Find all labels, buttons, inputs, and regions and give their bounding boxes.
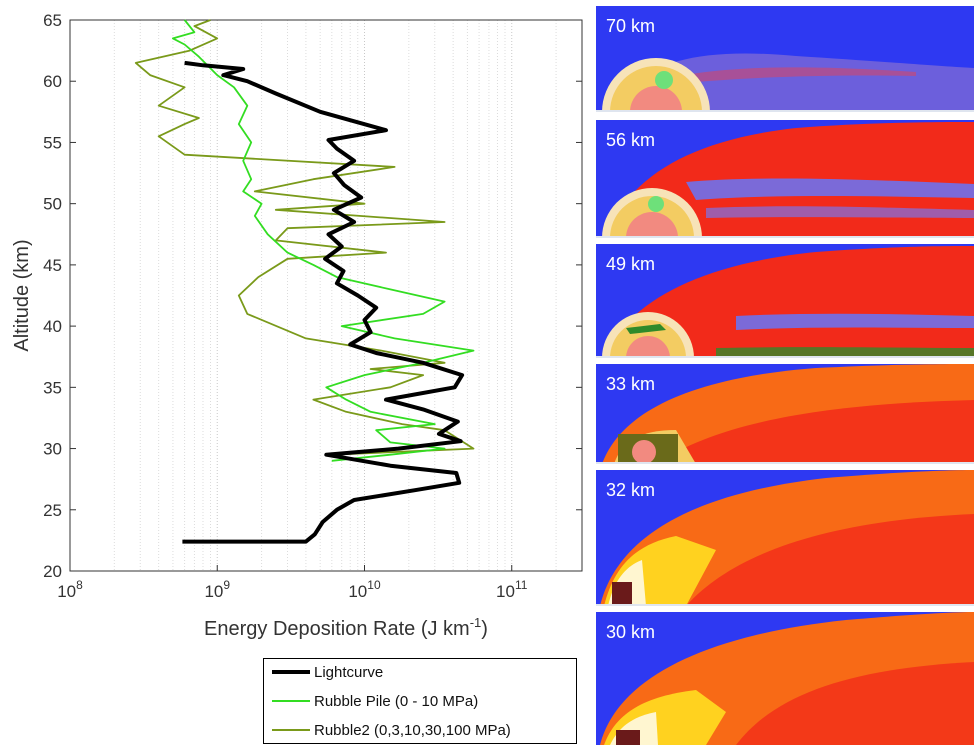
- y-tick-label: 20: [43, 562, 62, 581]
- y-axis-label: Altitude (km): [11, 239, 33, 351]
- x-tick-label: 1010: [348, 578, 381, 601]
- simulation-panel-33km: 33 km: [596, 364, 974, 464]
- energy-deposition-chart: 20 25 30 35 40 45 50 55 60 65 108 109 1010 1011 Energy…: [11, 11, 583, 640]
- simulation-panel-70km: 70 km: [596, 6, 974, 112]
- series-line-0: [182, 60, 465, 544]
- series-line-1: [171, 19, 475, 462]
- x-tick-label: 109: [204, 578, 230, 601]
- x-axis-label: Energy Deposition Rate (J km-1): [204, 615, 488, 640]
- legend-label-rubble-pile: Rubble Pile (0 - 10 MPa): [314, 692, 479, 710]
- simulation-panels: 70 km 56 km 49 km: [596, 0, 974, 745]
- simulation-panel-56km: 56 km: [596, 120, 974, 238]
- legend-swatch-rubble2: [272, 729, 310, 731]
- y-tick-label: 45: [43, 256, 62, 275]
- simulation-image-30km: [596, 612, 974, 745]
- y-tick-label: 55: [43, 133, 62, 152]
- legend-swatch-rubble-pile: [272, 700, 310, 702]
- legend-label-lightcurve: Lightcurve: [314, 663, 384, 681]
- simulation-panel-32km: 32 km: [596, 470, 974, 606]
- y-tick-label: 25: [43, 501, 62, 520]
- simulation-image-56km: [596, 120, 974, 238]
- legend-item-lightcurve: Lightcurve: [272, 661, 383, 683]
- simulation-panel-49km: 49 km: [596, 244, 974, 358]
- simulation-image-49km: [596, 244, 974, 358]
- y-tick-label: 65: [43, 11, 62, 30]
- panel-label: 49 km: [606, 254, 656, 274]
- y-tick-label: 60: [43, 72, 62, 91]
- y-tick-label: 35: [43, 378, 62, 397]
- legend-item-rubble2: Rubble2 (0,3,10,30,100 MPa): [272, 719, 511, 741]
- plot-frame: [69, 19, 583, 572]
- y-tick-label: 50: [43, 195, 62, 214]
- legend-item-rubble-pile: Rubble Pile (0 - 10 MPa): [272, 690, 478, 712]
- series-line-2: [134, 19, 475, 456]
- y-tick-label: 30: [43, 440, 62, 459]
- panel-label: 56 km: [606, 130, 656, 150]
- panel-label: 32 km: [606, 480, 656, 500]
- panel-label: 30 km: [606, 622, 656, 642]
- x-tick-label: 108: [57, 578, 83, 601]
- legend-swatch-lightcurve: [272, 670, 310, 674]
- panel-label: 70 km: [606, 16, 656, 36]
- simulation-panel-30km: 30 km: [596, 612, 974, 745]
- legend-label-rubble2: Rubble2 (0,3,10,30,100 MPa): [314, 721, 511, 739]
- panel-label: 33 km: [606, 374, 656, 394]
- y-tick-label: 40: [43, 317, 62, 336]
- simulation-image-70km: [596, 6, 974, 112]
- simulation-image-32km: [596, 470, 974, 606]
- x-tick-label: 1011: [496, 578, 528, 601]
- simulation-image-33km: [596, 364, 974, 464]
- legend: Lightcurve Rubble Pile (0 - 10 MPa) Rubb…: [263, 658, 577, 744]
